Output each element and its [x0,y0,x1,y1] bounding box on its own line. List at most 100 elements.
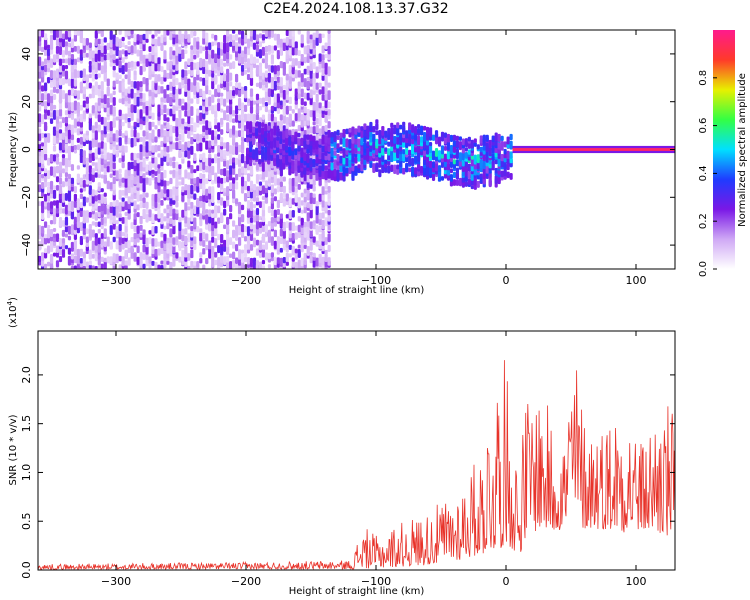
heat-cell [190,124,194,132]
heat-cell [184,61,188,70]
heat-cell [142,244,146,253]
heat-cell [70,265,75,269]
heat-cell [169,205,173,215]
heat-cell [237,216,242,227]
heat-cell [246,236,251,245]
heat-cell [255,239,260,246]
heat-cell [211,245,215,255]
heat-cell [240,153,245,164]
heat-cell [43,33,48,41]
heat-cell [276,76,280,83]
heat-cell [324,237,328,245]
heat-cell [223,200,227,209]
heat-cell [220,117,224,125]
heat-cell [193,133,197,140]
heat-cell [142,136,146,146]
heat-cell [190,53,194,62]
heat-cell [249,30,254,37]
heat-cell [229,253,233,258]
heat-cell [38,56,42,66]
heat-cell [297,173,301,183]
heat-cell [217,245,221,254]
heat-cell [181,209,185,218]
heat-cell [345,128,349,135]
heat-cell [300,73,304,83]
heat-cell [279,217,283,227]
heat-cell [223,98,227,107]
heat-cell [142,263,146,269]
heat-cell [217,102,221,112]
heat-cell [163,241,167,251]
heat-cell [309,158,313,165]
heat-cell [148,144,152,151]
heat-cell [193,62,197,70]
heat-cell [169,30,173,33]
heat-cell [345,167,349,174]
colorbar-label: Normalized spectral amplitude [737,73,748,227]
heat-cell [52,208,57,216]
heat-cell [145,38,149,43]
heat-cell [246,147,250,154]
heat-cell [61,33,66,40]
heat-cell [64,30,69,40]
heat-cell [205,178,209,184]
heat-cell [312,46,316,55]
heat-cell [273,176,277,186]
heat-cell [246,249,251,254]
heat-cell [61,229,66,237]
heat-cell [124,249,128,260]
heat-cell [217,205,221,214]
heat-cell [190,177,194,185]
heat-cell [97,44,101,51]
heat-cell [184,216,188,224]
heat-cell [333,150,337,156]
heat-cell [52,110,57,120]
heat-cell [297,197,301,202]
heat-cell [327,90,331,101]
heat-cell [297,85,301,94]
heat-cell [282,38,286,43]
heat-cell [55,200,60,209]
heat-cell [112,49,116,55]
heat-cell [276,65,280,72]
heat-cell [142,208,146,219]
heat-cell [399,124,403,130]
heat-cell [184,121,188,127]
heat-cell [288,46,292,56]
heat-cell [315,154,319,164]
heat-cell [38,255,42,262]
heat-cell [297,60,301,69]
heat-cell [64,64,69,70]
heat-cell [85,74,89,81]
y-scale-close: ) [8,297,19,301]
heat-cell [55,88,60,94]
heat-cell [112,80,116,88]
heat-cell [178,116,182,127]
heat-cell [327,45,331,55]
spectrogram-region [38,30,331,269]
heat-cell [321,94,325,101]
heat-cell [139,34,143,43]
heat-cell [285,252,289,262]
heat-cell [261,244,266,250]
heat-cell [417,124,421,129]
heat-cell [118,202,122,212]
heat-cell [232,118,236,124]
heat-cell [208,121,212,129]
heat-cell [408,155,412,165]
heat-cell [226,237,230,248]
heat-cell [428,160,433,169]
heat-cell [226,74,230,83]
heat-cell [202,37,206,45]
heat-cell [282,106,286,116]
heat-cell [208,89,212,96]
heat-cell [297,108,301,118]
heat-cell [276,93,280,103]
heat-cell [229,41,233,47]
heat-cell [148,209,152,218]
heat-cell [52,30,57,39]
heat-cell [285,193,289,202]
heat-cell [100,156,104,165]
heat-cell [184,102,188,111]
y-tick-label: 0 [20,146,33,153]
